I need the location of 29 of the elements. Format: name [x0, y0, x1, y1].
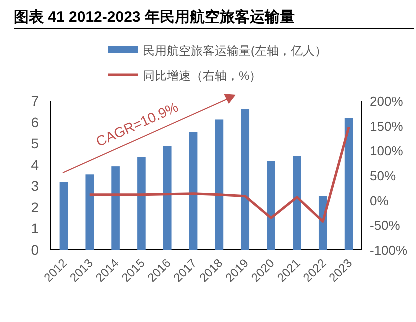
legend-label: 民用航空旅客运输量(左轴，亿人）: [143, 44, 327, 58]
y2-tick-label: 0%: [370, 193, 390, 208]
y-tick-label: 6: [31, 114, 40, 130]
bar: [267, 161, 276, 250]
bar: [215, 120, 224, 250]
y2-tick-label: 50%: [370, 168, 396, 184]
legend-label: 同比增速（右轴，%）: [143, 69, 262, 83]
bar: [112, 166, 120, 250]
y-tick-label: 2: [31, 199, 40, 216]
bar: [60, 182, 68, 250]
bar: [293, 156, 302, 250]
bar: [344, 118, 354, 250]
y2-tick-label: -100%: [370, 243, 408, 258]
y2-tick-label: 100%: [370, 144, 404, 159]
chart-title: 图表 41 2012-2023 年民用航空旅客运输量: [14, 8, 295, 26]
y2-tick-label: 200%: [370, 94, 404, 109]
y2-tick-label: -50%: [370, 218, 401, 234]
bar: [138, 157, 146, 250]
y-tick-label: 5: [31, 136, 40, 152]
y-tick-label: 4: [31, 156, 40, 173]
y-tick-label: 7: [31, 93, 40, 109]
bar: [86, 174, 94, 250]
y-tick-label: 3: [31, 178, 40, 194]
bar: [189, 132, 198, 250]
y2-tick-label: 150%: [370, 118, 404, 134]
y-tick-label: 0: [31, 242, 40, 258]
bar: [241, 110, 250, 250]
y-tick-label: 1: [31, 220, 40, 237]
bar: [163, 146, 172, 250]
